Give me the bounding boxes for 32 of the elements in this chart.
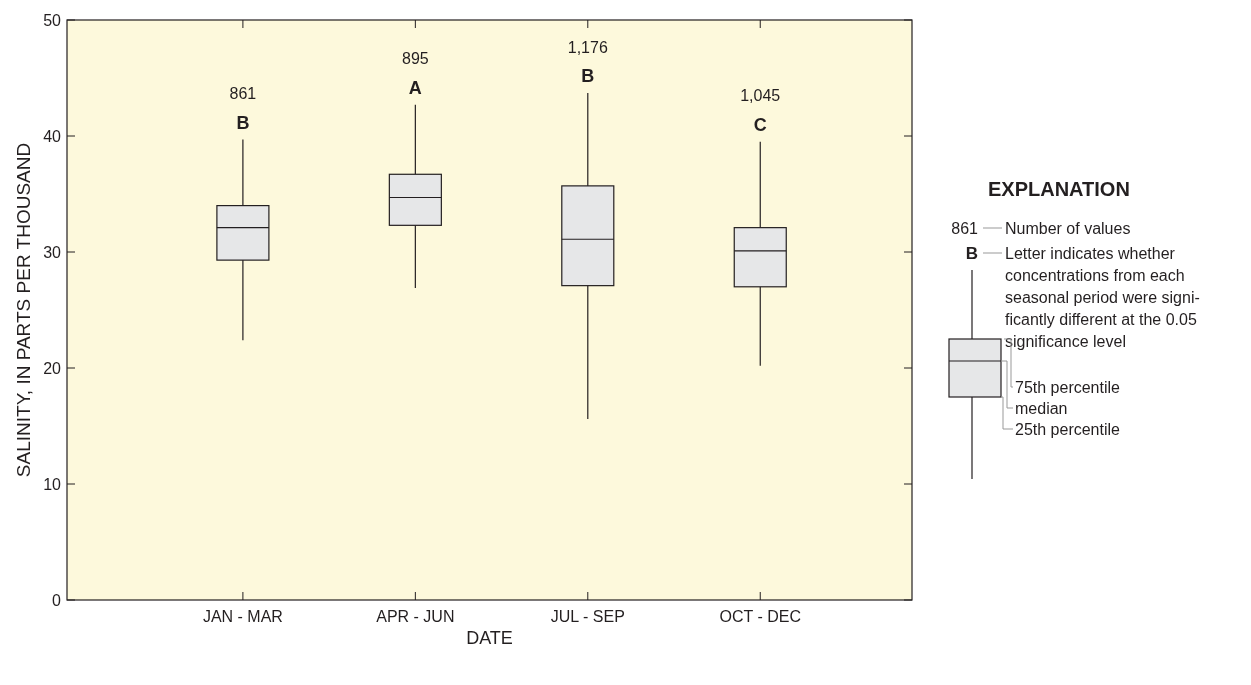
x-tick-label: JAN - MAR: [202, 608, 283, 625]
annotation: 895: [402, 50, 429, 68]
text: Letter indicates whether: [1005, 244, 1176, 262]
y-tick-label: 0: [52, 591, 62, 609]
text: B: [965, 243, 979, 263]
x-axis-title: DATE: [466, 628, 513, 648]
text: median: [1015, 399, 1068, 417]
x-tick-label: JUL - SEP: [550, 608, 625, 625]
annotation: B: [581, 66, 595, 87]
annotation: 1,045: [740, 87, 781, 105]
annotation: B: [236, 112, 250, 133]
annotation: 861: [229, 85, 257, 103]
annotation: 1,176: [567, 38, 608, 56]
text: seasonal period were signi-: [1005, 288, 1200, 306]
x-tick-label: OCT - DEC: [719, 608, 801, 625]
x-tick-label: APR - JUN: [376, 608, 455, 625]
y-axis-title: SALINITY, IN PARTS PER THOUSAND: [13, 142, 34, 478]
y-tick-label: 30: [43, 243, 62, 261]
y-tick-label: 20: [43, 359, 62, 377]
annotation: C: [753, 115, 767, 136]
y-tick-label: 50: [43, 11, 62, 29]
annotation: A: [408, 77, 422, 98]
text: Number of values: [1005, 219, 1131, 237]
y-tick-label: 10: [43, 475, 62, 493]
text: 75th percentile: [1015, 378, 1121, 396]
text: concentrations from each: [1005, 266, 1185, 284]
y-tick-label: 40: [43, 127, 62, 145]
text: 25th percentile: [1015, 420, 1121, 438]
text: 861: [951, 219, 979, 237]
text: EXPLANATION: [988, 178, 1130, 200]
text: ficantly different at the 0.05: [1005, 310, 1197, 328]
text: significance level: [1005, 332, 1126, 350]
